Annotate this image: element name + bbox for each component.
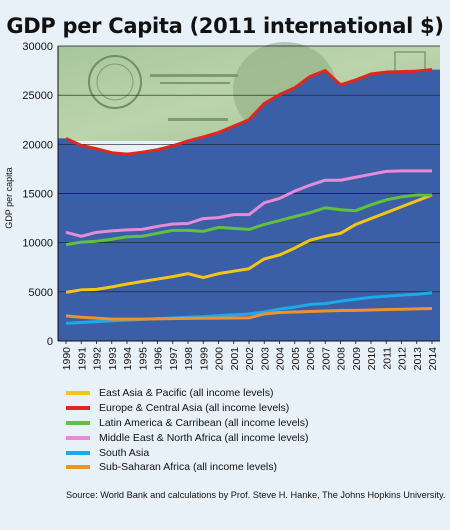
legend-swatch (66, 435, 90, 440)
x-tick-label: 1997 (168, 347, 180, 371)
x-tick-label: 1996 (153, 347, 165, 371)
y-tick-label: 30000 (22, 41, 53, 53)
legend-item: Latin America & Carribean (all income le… (66, 416, 309, 431)
legend-item: Sub-Saharan Africa (all income levels) (66, 460, 309, 475)
x-tick-label: 2012 (397, 347, 409, 371)
x-tick-label: 1999 (198, 347, 210, 371)
plot-area (58, 69, 440, 341)
x-tick-label: 2011 (381, 347, 393, 370)
y-tick-label: 15000 (22, 189, 53, 201)
x-tick-labels: 1990 1991 1992 1993 1994 1995 1996 1997 1998 1999… (61, 341, 439, 370)
legend-label: Sub-Saharan Africa (all income levels) (99, 461, 277, 474)
legend-label: Middle East & North Africa (all income l… (99, 431, 309, 444)
y-axis-label: GDP per capita (4, 167, 14, 228)
x-tick-label: 1998 (183, 347, 195, 371)
x-tick-label: 2010 (366, 347, 378, 371)
x-tick-label: 1992 (92, 347, 104, 371)
legend-swatch (66, 391, 90, 396)
y-tick-label: 20000 (22, 139, 53, 151)
x-tick-label: 1990 (61, 347, 73, 371)
x-tick-label: 1993 (107, 347, 119, 371)
y-tick-label: 10000 (22, 238, 53, 250)
x-tick-label: 2013 (412, 347, 424, 371)
x-tick-label: 2005 (290, 347, 302, 371)
x-tick-label: 2004 (275, 347, 287, 371)
x-tick-label: 1991 (76, 347, 88, 371)
legend-item: South Asia (66, 445, 309, 460)
legend-swatch (66, 406, 90, 411)
x-tick-label: 2007 (320, 347, 332, 371)
x-tick-label: 2002 (244, 347, 256, 371)
legend-swatch (66, 420, 90, 425)
legend-label: South Asia (99, 446, 150, 459)
legend-item: Europe & Central Asia (all income levels… (66, 401, 309, 416)
x-tick-label: 2006 (305, 347, 317, 371)
legend: East Asia & Pacific (all income levels) E… (66, 386, 309, 475)
legend-swatch (66, 465, 90, 470)
x-tick-label: 2008 (336, 347, 348, 371)
x-tick-label: 2009 (351, 347, 363, 371)
legend-item: Middle East & North Africa (all income l… (66, 430, 309, 445)
y-tick-label: 5000 (29, 287, 53, 299)
x-tick-label: 1995 (137, 347, 149, 371)
legend-label: Europe & Central Asia (all income levels… (99, 402, 290, 415)
x-tick-label: 2000 (214, 347, 226, 371)
legend-label: Latin America & Carribean (all income le… (99, 416, 309, 429)
legend-item: East Asia & Pacific (all income levels) (66, 386, 309, 401)
x-tick-label: 2003 (259, 347, 271, 371)
y-tick-label: 0 (47, 336, 53, 348)
chart-title: GDP per Capita (2011 international $) (6, 14, 444, 38)
legend-label: East Asia & Pacific (all income levels) (99, 387, 274, 400)
x-tick-label: 1994 (122, 347, 134, 371)
legend-swatch (66, 450, 90, 455)
y-tick-labels: 0 5000 10000 15000 20000 25000 30000 (22, 41, 53, 348)
series-lines (65, 68, 433, 325)
x-tick-label: 2014 (427, 347, 439, 371)
x-tick-label: 2001 (229, 347, 241, 371)
source-note: Source: World Bank and calculations by P… (66, 490, 446, 500)
y-tick-label: 25000 (22, 90, 53, 102)
